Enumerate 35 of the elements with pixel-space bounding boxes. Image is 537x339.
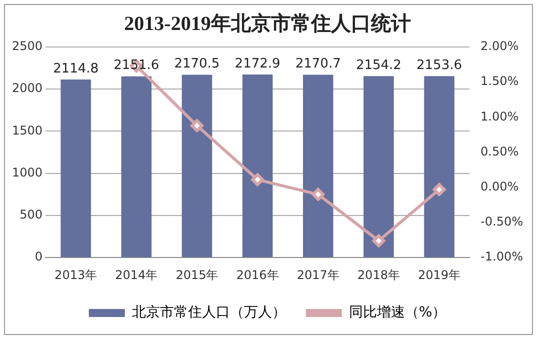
x-tick-label: 2016年 xyxy=(236,268,279,282)
point xyxy=(432,183,446,196)
y2-tick-label: 1.00% xyxy=(480,109,519,124)
point xyxy=(372,234,386,248)
legend-label: 同比增速（%） xyxy=(348,304,446,321)
data-label: 2114.8 xyxy=(53,61,99,76)
data-label: 2172.9 xyxy=(234,56,280,72)
y2-tick-label: -1.00% xyxy=(480,250,523,264)
data-label: 2154.2 xyxy=(356,58,402,74)
x-tick-label: 2015年 xyxy=(176,268,218,282)
data-label: 2153.6 xyxy=(416,58,462,74)
x-tick-label: 2019年 xyxy=(418,268,461,282)
legend-label: 北京市常住人口（万人） xyxy=(132,304,286,321)
y2-tick-label: 0.00% xyxy=(480,180,519,194)
point xyxy=(312,188,325,201)
x-tick-label: 2013年 xyxy=(54,268,98,282)
x-tick-label: 2018年 xyxy=(357,268,400,282)
chart-title: 2013-2019年北京市常住人口统计 xyxy=(124,12,411,36)
y-tick-label: 1000 xyxy=(12,165,43,180)
y-tick-label: 2500 xyxy=(12,39,43,54)
point xyxy=(251,173,264,186)
data-label: 2170.5 xyxy=(174,56,220,72)
x-tick-label: 2017年 xyxy=(296,268,340,282)
y2-tick-label: 0.50% xyxy=(480,144,519,158)
point xyxy=(190,119,204,132)
y-tick-label: 500 xyxy=(20,208,43,222)
x-tick-label: 2014年 xyxy=(115,268,158,282)
y2-tick-label: 2.00% xyxy=(480,39,519,54)
data-label: 2151.6 xyxy=(114,58,160,74)
y2-tick-label: -0.50% xyxy=(480,214,523,229)
y-tick-label: 1500 xyxy=(12,123,43,138)
y-tick-label: 2000 xyxy=(12,81,43,96)
y-tick-label: 0 xyxy=(34,250,43,264)
data-label: 2170.7 xyxy=(295,56,341,72)
y2-tick-label: 1.50% xyxy=(480,74,519,88)
